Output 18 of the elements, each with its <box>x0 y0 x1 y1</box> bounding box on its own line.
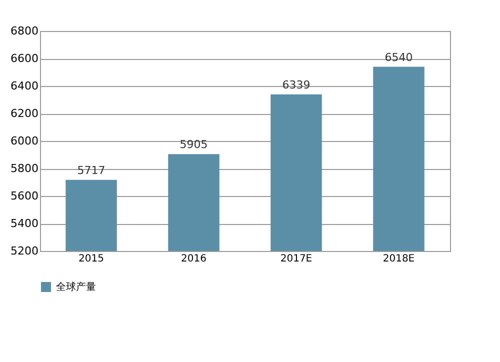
data-label: 6339 <box>282 78 310 92</box>
y-tick-label: 5400 <box>10 217 38 230</box>
y-tick-label: 6200 <box>10 107 38 120</box>
x-tick-label: 2017E <box>280 254 312 264</box>
data-label: 6540 <box>384 50 413 64</box>
y-tick-label: 5200 <box>10 244 38 258</box>
legend-label: 全球产量 <box>56 281 96 293</box>
data-label: 5717 <box>77 164 106 177</box>
y-tick-label: 6400 <box>10 80 38 92</box>
x-tick-label: 2016 <box>181 254 206 264</box>
y-tick-label: 6000 <box>10 134 38 148</box>
x-tick-label: 2018E <box>382 254 415 264</box>
data-label: 5905 <box>180 138 208 152</box>
y-tick-label: 6800 <box>10 24 38 38</box>
y-tick-label: 5600 <box>10 190 38 202</box>
y-tick-label: 6600 <box>10 52 38 65</box>
y-tick-label: 5800 <box>10 162 38 175</box>
x-tick-label: 2015 <box>78 254 104 264</box>
